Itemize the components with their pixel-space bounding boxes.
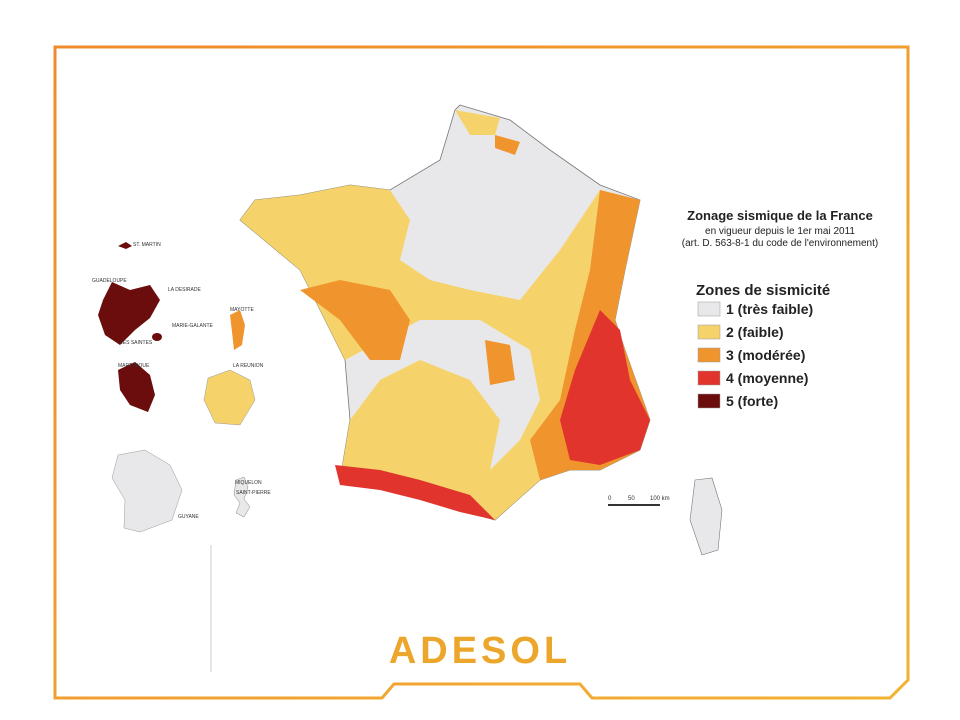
place-label: MARTINIQUE	[118, 363, 150, 369]
marie-galante	[152, 333, 162, 341]
legend-swatch	[697, 324, 721, 340]
la-reunion	[203, 369, 256, 426]
legend-label: 2 (faible)	[726, 324, 784, 340]
legend-label: 5 (forte)	[726, 393, 778, 409]
legend-swatch	[697, 370, 721, 386]
legend-label: 4 (moyenne)	[726, 370, 808, 386]
st-martin	[118, 242, 132, 249]
scale-label: 50	[628, 496, 635, 502]
place-label: MIQUELON	[235, 480, 262, 486]
place-label: GUYANE	[178, 514, 199, 520]
place-label: MAYOTTE	[230, 307, 254, 313]
guadeloupe	[98, 282, 160, 345]
place-label: GUADELOUPE	[92, 278, 127, 284]
france-map	[239, 104, 723, 556]
place-label: SAINT-PIERRE	[236, 490, 271, 496]
map-subtitle: en vigueur depuis le 1er mai 2011	[705, 226, 855, 237]
map-title: Zonage sismique de la France	[687, 208, 873, 223]
scale-bar: 0 50 100 km	[608, 496, 670, 502]
map-reference: (art. D. 563-8-1 du code de l'environnem…	[682, 238, 878, 249]
legend-swatch	[697, 301, 721, 317]
logo: ADESOL	[389, 630, 571, 672]
legend: 1 (très faible) 2 (faible) 3 (modérée) 4 (m…	[697, 301, 813, 409]
miquelon	[233, 476, 251, 518]
scale-label: 0	[608, 496, 612, 502]
place-label: LA DESIRADE	[168, 287, 201, 293]
overseas-labels: ST. MARTIN GUADELOUPE LA DESIRADE MARIE-GAL…	[92, 242, 271, 520]
martinique	[118, 362, 155, 412]
place-label: ST. MARTIN	[133, 242, 161, 248]
mayotte	[230, 310, 245, 350]
legend-swatch	[697, 347, 721, 363]
legend-title: Zones de sismicité	[696, 282, 830, 299]
legend-label: 1 (très faible)	[726, 301, 813, 317]
legend-swatch	[697, 393, 721, 409]
place-label: MARIE-GALANTE	[172, 323, 214, 329]
scale-label: 100 km	[650, 496, 670, 502]
place-label: LA REUNION	[233, 363, 264, 369]
guyane	[111, 449, 183, 533]
frame	[53, 45, 910, 700]
place-label: LES SAINTES	[120, 340, 153, 346]
legend-label: 3 (modérée)	[726, 347, 805, 363]
